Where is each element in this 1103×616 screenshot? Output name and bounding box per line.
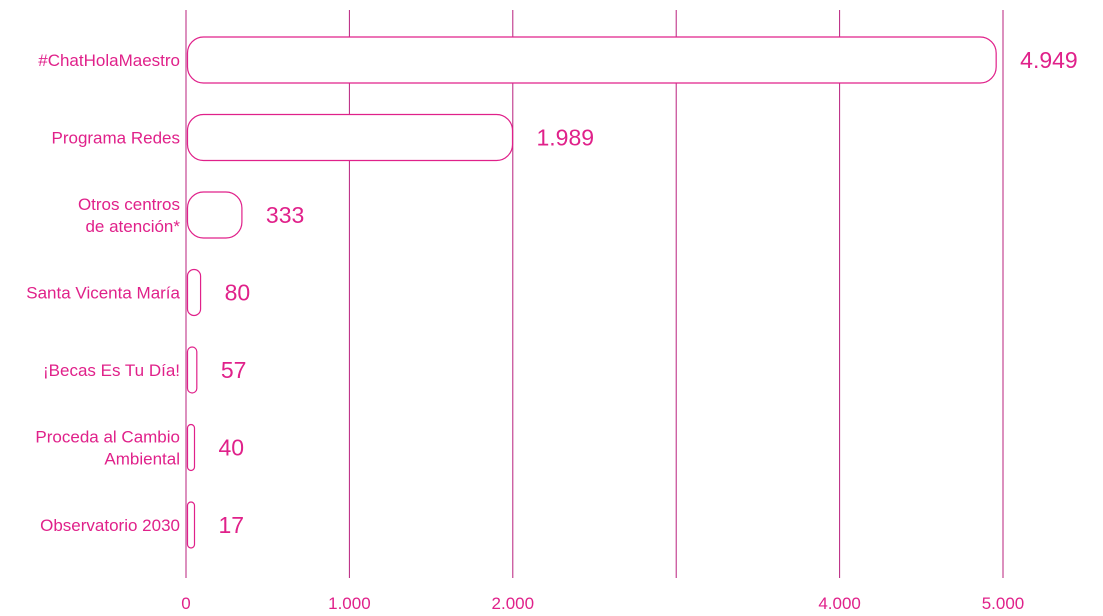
bar	[186, 423, 196, 472]
value-label: 4.949	[1020, 47, 1078, 73]
bar	[186, 36, 997, 84]
x-tick-label: 5.000	[982, 594, 1025, 613]
category-label: Ambiental	[104, 450, 180, 469]
bars	[186, 36, 997, 549]
x-tick-label: 2.000	[492, 594, 535, 613]
category-label: Santa Vicenta María	[26, 284, 180, 303]
category-label: ¡Becas Es Tu Día!	[43, 361, 180, 380]
bar	[186, 268, 202, 317]
value-label: 40	[219, 435, 245, 461]
x-tick-label: 4.000	[818, 594, 861, 613]
gridlines	[185, 10, 1004, 578]
value-label: 57	[221, 357, 247, 383]
category-labels: #ChatHolaMaestro Programa Redes Otros cent…	[26, 51, 180, 535]
category-label: Observatorio 2030	[40, 516, 180, 535]
x-axis-tick-labels: 0 1.000 2.000 4.000 5.000	[181, 594, 1024, 613]
category-label: Proceda al Cambio	[35, 428, 180, 447]
value-label: 80	[225, 280, 251, 306]
value-labels: 4.949 1.989 333 80 57 40 17	[219, 47, 1078, 538]
category-label: Programa Redes	[51, 129, 180, 148]
value-label: 333	[266, 202, 304, 228]
x-tick-label: 0	[181, 594, 190, 613]
value-label: 1.989	[537, 125, 595, 151]
bar	[186, 113, 514, 162]
bar	[186, 191, 243, 239]
value-label: 17	[219, 512, 245, 538]
category-label: #ChatHolaMaestro	[38, 51, 180, 70]
category-label: de atención*	[85, 217, 180, 236]
x-tick-label: 1.000	[328, 594, 371, 613]
bar	[186, 501, 196, 549]
bar	[186, 346, 198, 394]
category-label: Otros centros	[78, 195, 180, 214]
